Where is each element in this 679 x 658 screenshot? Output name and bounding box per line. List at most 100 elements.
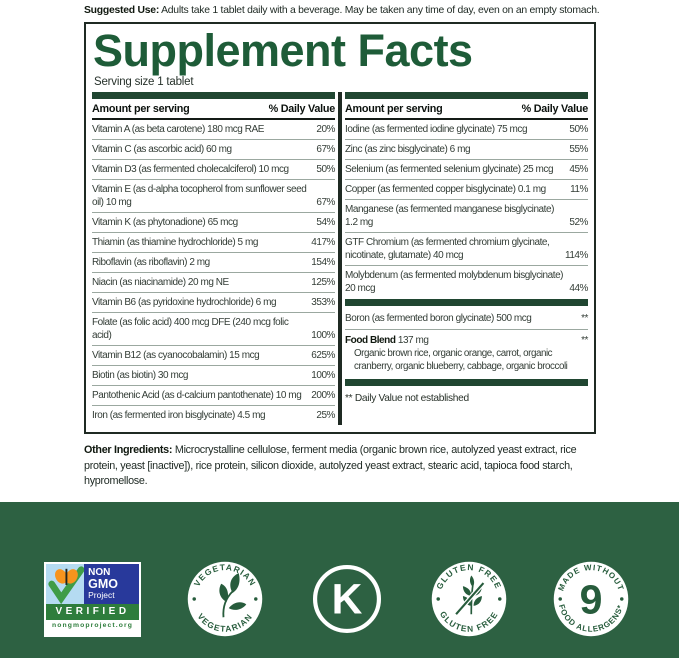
nutrient-row: Molybdenum (as fermented molybdenum bisg… xyxy=(345,266,588,298)
non-gmo-line3: Project xyxy=(88,590,115,600)
nutrient-row: GTF Chromium (as fermented chromium glyc… xyxy=(345,233,588,266)
food-blend-name: Food Blend xyxy=(345,335,396,346)
nutrient-name: Iodine (as fermented iodine glycinate) 7… xyxy=(345,124,528,135)
nutrient-row: Zinc (as zinc bisglycinate) 6 mg 55% xyxy=(345,140,588,160)
nutrient-dv: ** xyxy=(581,313,588,324)
nutrient-columns: Amount per serving % Daily Value Vitamin… xyxy=(92,92,588,432)
nutrient-dv: 154% xyxy=(311,257,335,268)
circle-k-ring-icon xyxy=(312,564,382,633)
non-gmo-line2: GMO xyxy=(88,576,118,591)
left-column-header: Amount per serving % Daily Value xyxy=(92,99,335,120)
nutrient-name: Vitamin E (as d-alpha tocopherol from su… xyxy=(92,184,307,208)
nutrient-dv: 200% xyxy=(311,390,335,401)
nutrient-dv: 353% xyxy=(311,297,335,308)
non-gmo-art xyxy=(46,563,85,604)
nutrient-dv: 52% xyxy=(569,217,588,228)
suggested-use-text: Adults take 1 tablet daily with a bevera… xyxy=(159,5,600,16)
nutrient-row: Vitamin C (as ascorbic acid) 60 mg 67% xyxy=(92,140,335,160)
other-ingredients-label: Other Ingredients: xyxy=(84,444,173,456)
nutrient-name: Iron (as fermented iron bisglycinate) 4.… xyxy=(92,410,266,421)
food-blend-title: Food Blend 137 mg xyxy=(345,334,581,347)
nutrient-row: Iron (as fermented iron bisglycinate) 4.… xyxy=(92,406,335,425)
nutrient-row: Pantothenic Acid (as d-calcium pantothen… xyxy=(92,386,335,406)
kosher-badge: K xyxy=(312,564,382,633)
nutrient-dv: 100% xyxy=(311,370,335,381)
nutrient-name: Vitamin B12 (as cyanocobalamin) 15 mcg xyxy=(92,350,260,361)
nutrient-row: Vitamin B12 (as cyanocobalamin) 15 mcg 62… xyxy=(92,346,335,366)
nutrient-dv: ** xyxy=(581,335,588,346)
nutrient-name: Selenium (as fermented selenium glycinat… xyxy=(345,164,554,175)
nutrient-dv: 44% xyxy=(569,283,588,294)
crossed-wheat-icon xyxy=(454,574,486,616)
other-ingredients: Other Ingredients: Microcrystalline cell… xyxy=(84,443,596,490)
nutrient-name: GTF Chromium (as fermented chromium glyc… xyxy=(345,237,550,261)
nutrient-dv: 20% xyxy=(316,124,335,135)
non-gmo-verified: VERIFIED xyxy=(46,603,139,620)
nutrient-dv: 67% xyxy=(316,144,335,155)
nutrient-dv: 50% xyxy=(569,124,588,135)
nutrient-row: Riboflavin (as riboflavin) 2 mg 154% xyxy=(92,253,335,273)
left-column: Amount per serving % Daily Value Vitamin… xyxy=(92,92,335,425)
certification-band: NON GMO Project VERIFIED nongmoproject.o… xyxy=(0,501,679,658)
nutrient-dv: 114% xyxy=(564,250,588,261)
food-blend-ingredients: Organic brown rice, organic orange, carr… xyxy=(354,348,568,372)
nutrient-row: Iodine (as fermented iodine glycinate) 7… xyxy=(345,120,588,140)
nutrient-name: Vitamin K (as phytonadione) 65 mcg xyxy=(92,217,238,228)
non-gmo-wordmark: NON GMO Project xyxy=(84,563,139,604)
nutrient-row: Thiamin (as thiamine hydrochloride) 5 mg… xyxy=(92,233,335,253)
nutrient-row: Vitamin D3 (as fermented cholecalciferol… xyxy=(92,160,335,180)
kosher-letter: K xyxy=(332,575,363,623)
nutrient-name: Vitamin C (as ascorbic acid) 60 mg xyxy=(92,144,232,155)
dv-footnote: ** Daily Value not established xyxy=(345,393,469,404)
nutrient-row: Biotin (as biotin) 30 mcg 100% xyxy=(92,366,335,386)
nutrient-row: Boron (as fermented boron glycinate) 500… xyxy=(345,307,588,330)
gluten-free-badge: GLUTEN FREE GLUTEN FREE xyxy=(431,561,507,636)
nutrient-dv: 45% xyxy=(569,164,588,175)
nutrient-name: Vitamin A (as beta carotene) 180 mcg RAE xyxy=(92,124,264,135)
column-divider xyxy=(338,92,342,425)
nutrient-name: Niacin (as niacinamide) 20 mg NE xyxy=(92,277,229,288)
nutrient-dv: 55% xyxy=(569,144,588,155)
nutrient-dv: 417% xyxy=(311,237,335,248)
dv-header: % Daily Value xyxy=(268,103,336,115)
nutrient-name: Thiamin (as thiamine hydrochloride) 5 mg xyxy=(92,237,258,248)
nutrient-name: Copper (as fermented copper bisglycinate… xyxy=(345,184,546,195)
supplement-facts-panel: Supplement Facts Serving size 1 tablet A… xyxy=(84,22,596,434)
nutrient-dv: 125% xyxy=(311,277,335,288)
nutrient-name: Vitamin D3 (as fermented cholecalciferol… xyxy=(92,164,289,175)
amount-header: Amount per serving xyxy=(92,103,190,115)
nutrient-dv: 625% xyxy=(311,350,335,361)
nutrient-row: Vitamin B6 (as pyridoxine hydrochloride)… xyxy=(92,293,335,313)
food-blend-amount: 137 mg xyxy=(395,335,429,346)
nutrient-name: Riboflavin (as riboflavin) 2 mg xyxy=(92,257,210,268)
non-gmo-badge: NON GMO Project VERIFIED nongmoproject.o… xyxy=(44,561,141,637)
nutrient-dv: 100% xyxy=(311,330,335,341)
nutrient-dv: 25% xyxy=(316,410,335,421)
nutrient-row: Manganese (as fermented manganese bisgly… xyxy=(345,200,588,233)
nutrient-row: Selenium (as fermented selenium glycinat… xyxy=(345,160,588,180)
allergen-free-badge: 9 MADE WITHOUT FOOD ALLERGENS* xyxy=(553,561,629,636)
nutrient-name: Molybdenum (as fermented molybdenum bisg… xyxy=(345,270,564,294)
food-blend-row: Food Blend 137 mg Organic brown rice, or… xyxy=(345,330,588,378)
section-divider-bar xyxy=(345,299,588,306)
suggested-use-label: Suggested Use: xyxy=(84,5,160,16)
vegetarian-badge: VEGETARIAN VEGETARIAN xyxy=(187,561,263,636)
nutrient-row: Vitamin K (as phytonadione) 65 mcg 54% xyxy=(92,213,335,233)
suggested-use: Suggested Use: Adults take 1 tablet dail… xyxy=(84,5,600,16)
non-gmo-url: nongmoproject.org xyxy=(46,619,139,632)
nutrient-dv: 54% xyxy=(316,217,335,228)
nutrient-row: Copper (as fermented copper bisglycinate… xyxy=(345,180,588,200)
nutrient-name: Pantothenic Acid (as d-calcium pantothen… xyxy=(92,390,302,401)
header-bar xyxy=(345,92,588,99)
nutrient-name: Manganese (as fermented manganese bisgly… xyxy=(345,204,554,228)
panel-title: Supplement Facts xyxy=(93,25,473,76)
nutrient-name: Folate (as folic acid) 400 mcg DFE (240 … xyxy=(92,317,289,341)
food-blend-body: Food Blend 137 mg Organic brown rice, or… xyxy=(345,334,581,373)
dv-header: % Daily Value xyxy=(521,103,589,115)
leaf-icon xyxy=(219,572,247,617)
nutrient-row: Vitamin E (as d-alpha tocopherol from su… xyxy=(92,180,335,213)
nutrient-dv: 11% xyxy=(570,184,588,195)
amount-header: Amount per serving xyxy=(345,103,443,115)
other-ingredients-text: Microcrystalline cellulose, ferment medi… xyxy=(84,444,577,487)
nutrient-name: Biotin (as biotin) 30 mcg xyxy=(92,370,189,381)
